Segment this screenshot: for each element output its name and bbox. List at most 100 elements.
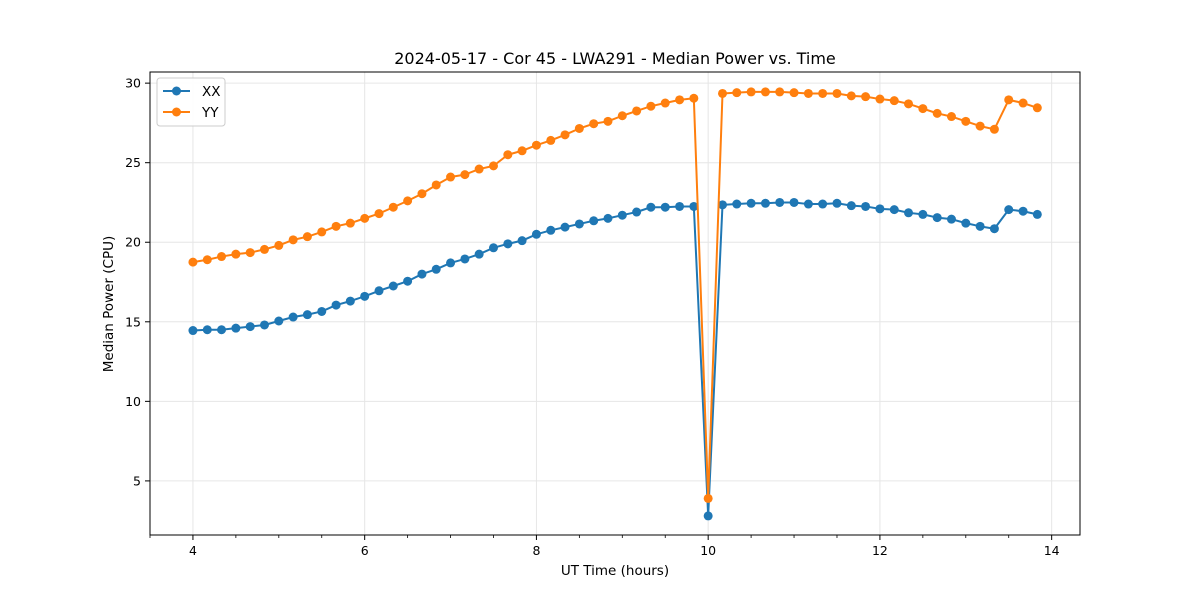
y-tick-label: 15	[125, 314, 141, 329]
series-layer	[188, 87, 1042, 521]
data-point-xx	[446, 258, 456, 268]
data-point-yy	[675, 95, 685, 105]
data-point-yy	[918, 104, 928, 114]
data-point-xx	[460, 254, 470, 264]
data-point-xx	[675, 201, 685, 211]
data-point-xx	[732, 199, 742, 209]
data-point-xx	[217, 325, 227, 335]
data-point-xx	[503, 239, 513, 249]
data-point-xx	[918, 209, 928, 219]
data-point-xx	[932, 213, 942, 223]
data-point-yy	[417, 189, 427, 199]
y-tick-label: 20	[125, 235, 141, 250]
axis-ticks: 4 6 8 10 12 14 5 10 15 20 25 30	[125, 76, 1060, 558]
data-point-xx	[546, 225, 556, 235]
data-point-yy	[861, 92, 871, 102]
data-point-yy	[188, 257, 198, 267]
x-tick-label: 6	[361, 543, 369, 558]
data-point-yy	[1032, 103, 1042, 113]
data-point-xx	[875, 204, 885, 214]
data-point-xx	[1032, 209, 1042, 219]
data-point-xx	[689, 201, 699, 211]
data-point-xx	[388, 281, 398, 291]
data-point-xx	[417, 269, 427, 279]
data-point-xx	[403, 276, 413, 286]
data-point-xx	[1018, 206, 1028, 216]
data-point-yy	[317, 227, 327, 237]
data-point-yy	[503, 150, 513, 160]
data-point-xx	[574, 219, 584, 229]
chart-title: 2024-05-17 - Cor 45 - LWA291 - Median Po…	[394, 49, 836, 68]
data-point-xx	[231, 323, 241, 333]
data-point-yy	[331, 221, 341, 231]
data-point-xx	[488, 243, 498, 253]
data-point-xx	[832, 198, 842, 208]
data-point-xx	[1004, 205, 1014, 215]
data-point-yy	[746, 87, 756, 97]
data-point-yy	[775, 87, 785, 97]
x-tick-label: 14	[1044, 543, 1060, 558]
x-tick-label: 12	[872, 543, 888, 558]
data-point-yy	[374, 209, 384, 219]
data-point-yy	[488, 161, 498, 171]
data-point-yy	[446, 172, 456, 182]
data-point-xx	[632, 207, 642, 217]
plot-area-frame	[149, 71, 1081, 536]
data-point-xx	[560, 222, 570, 232]
data-point-yy	[961, 116, 971, 126]
data-point-xx	[274, 316, 284, 326]
data-point-yy	[474, 164, 484, 174]
data-point-xx	[531, 229, 541, 239]
data-point-yy	[574, 123, 584, 133]
y-tick-label: 5	[133, 473, 141, 488]
data-point-yy	[589, 119, 599, 129]
data-point-yy	[689, 93, 699, 103]
data-point-yy	[832, 88, 842, 98]
data-point-xx	[818, 199, 828, 209]
data-point-xx	[746, 198, 756, 208]
data-point-yy	[646, 101, 656, 111]
data-point-xx	[789, 197, 799, 207]
x-tick-label: 10	[700, 543, 716, 558]
data-point-xx	[861, 201, 871, 211]
data-point-xx	[975, 221, 985, 231]
data-point-xx	[374, 286, 384, 296]
legend-marker-xx	[172, 86, 181, 96]
data-point-xx	[703, 511, 713, 521]
data-point-yy	[617, 111, 627, 121]
data-point-yy	[274, 240, 284, 250]
data-point-yy	[989, 124, 999, 134]
legend-marker-yy	[172, 107, 181, 117]
data-point-yy	[302, 232, 312, 242]
y-axis-label: Median Power (CPU)	[101, 236, 117, 372]
data-point-xx	[345, 296, 355, 306]
data-point-xx	[718, 200, 728, 210]
data-point-xx	[245, 322, 255, 332]
legend: XX YY	[156, 77, 226, 127]
data-point-xx	[846, 201, 856, 211]
data-point-yy	[846, 91, 856, 101]
data-point-xx	[517, 236, 527, 246]
data-point-yy	[904, 99, 914, 109]
data-point-xx	[617, 210, 627, 220]
data-point-yy	[360, 213, 370, 223]
data-point-xx	[775, 197, 785, 207]
data-point-xx	[188, 326, 198, 336]
data-point-yy	[703, 493, 713, 503]
y-tick-label: 25	[125, 155, 141, 170]
data-point-yy	[603, 116, 613, 126]
data-point-xx	[989, 224, 999, 234]
data-point-yy	[231, 249, 241, 259]
data-point-yy	[803, 88, 813, 98]
data-point-yy	[288, 235, 298, 245]
x-axis-label: UT Time (hours)	[561, 563, 669, 579]
data-point-xx	[302, 310, 312, 320]
legend-label-yy: YY	[201, 105, 219, 121]
data-point-yy	[202, 255, 212, 265]
y-tick-label: 30	[125, 76, 141, 91]
data-point-yy	[818, 88, 828, 98]
data-point-yy	[875, 94, 885, 104]
data-point-yy	[517, 146, 527, 156]
